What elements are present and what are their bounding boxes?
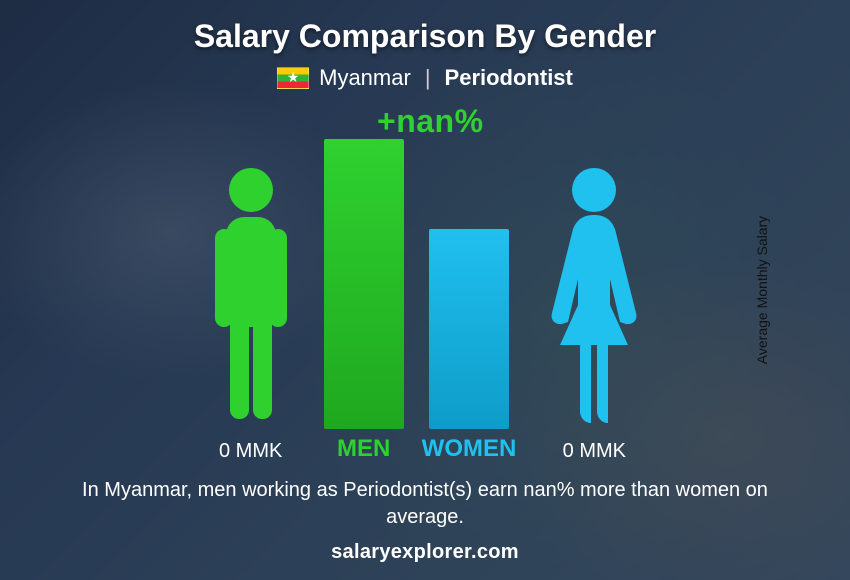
y-axis-label: Average Monthly Salary	[754, 216, 770, 364]
footer-brand: salaryexplorer.com	[0, 541, 850, 564]
separator: |	[425, 65, 431, 91]
men-salary-value: 0 MMK	[219, 440, 282, 463]
man-icon	[196, 165, 306, 430]
subtitle-row: Myanmar | Periodontist	[277, 65, 573, 91]
women-icon-column: 0 MMK	[534, 165, 654, 463]
chart-area: +nan% 0 MMK MEN	[105, 103, 745, 463]
men-bar-column: MEN	[324, 139, 404, 463]
men-icon-column: 0 MMK	[196, 165, 306, 463]
women-bar	[429, 229, 509, 429]
women-bar-label: WOMEN	[422, 435, 517, 463]
job-label: Periodontist	[445, 65, 573, 91]
caption-text: In Myanmar, men working as Periodontist(…	[55, 477, 795, 531]
country-label: Myanmar	[319, 65, 411, 91]
delta-percent-label: +nan%	[377, 103, 484, 140]
content-wrap: Salary Comparison By Gender Myanmar | Pe…	[0, 0, 850, 580]
women-salary-value: 0 MMK	[563, 440, 626, 463]
woman-icon	[534, 165, 654, 430]
women-bar-column: WOMEN	[422, 229, 517, 463]
page-title: Salary Comparison By Gender	[194, 18, 656, 55]
men-bar	[324, 139, 404, 429]
myanmar-flag-icon	[277, 67, 309, 89]
men-bar-label: MEN	[337, 435, 390, 463]
